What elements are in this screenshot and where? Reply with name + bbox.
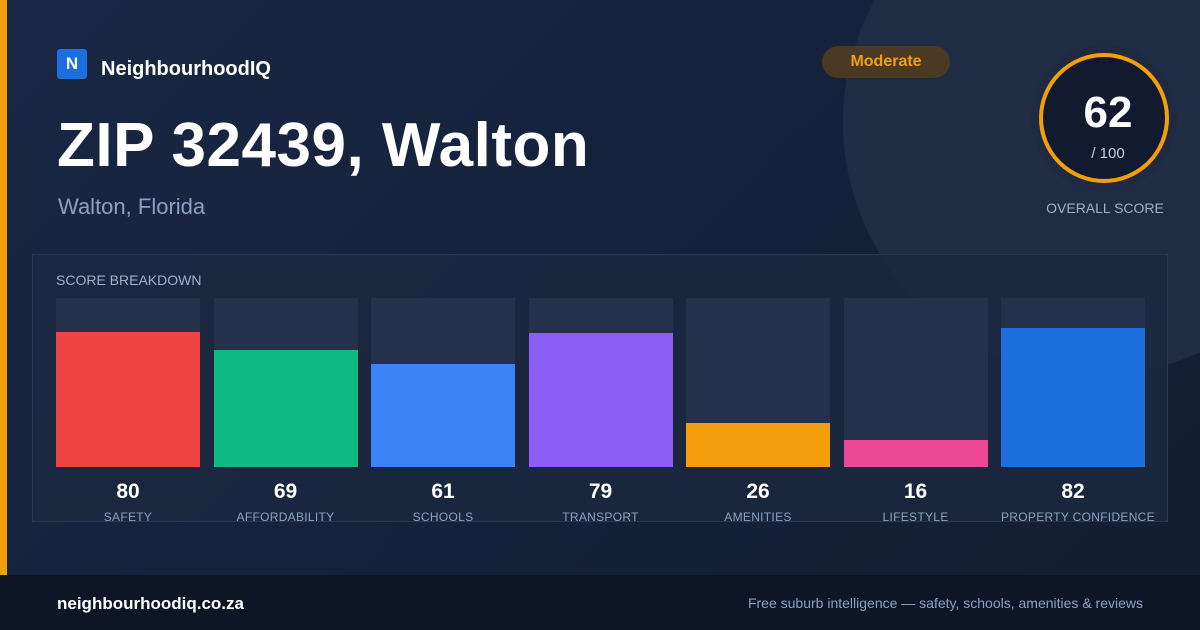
- bar-track: [371, 298, 515, 467]
- bar-fill: [371, 364, 515, 467]
- footer-tagline: Free suburb intelligence — safety, schoo…: [747, 595, 1143, 611]
- bar-value: 79: [588, 480, 613, 503]
- bar-label: AMENITIES: [724, 510, 792, 524]
- bar-fill: [686, 423, 830, 467]
- bar-fill: [213, 350, 358, 467]
- share-card: N NeighbourhoodIQ Moderate ZIP 32439, Wa…: [0, 0, 1200, 575]
- page-title: ZIP 32439, Walton: [57, 111, 590, 180]
- bar-value: 80: [116, 480, 140, 503]
- bar-value: 61: [431, 480, 455, 503]
- bar-label: SAFETY: [103, 510, 153, 524]
- bar-fill: [56, 332, 200, 467]
- brand[interactable]: N NeighbourhoodIQ: [57, 46, 271, 81]
- score-bar-affordability: 69 AFFORDABILITY: [213, 298, 358, 524]
- bar-track: [686, 298, 830, 467]
- score-bar-schools: 61 SCHOOLS: [371, 298, 515, 524]
- score-breakdown-panel: SCORE BREAKDOWN 80 SAFETY 69 AFFORDABILITY 6…: [32, 254, 1168, 524]
- overall-score-caption: OVERALL SCORE: [1046, 200, 1164, 216]
- bar-track: [528, 298, 673, 467]
- score-bar-transport: 79 TRANSPORT: [528, 298, 673, 524]
- bar-value: 82: [1061, 480, 1085, 503]
- score-bar-amenities: 26 AMENITIES: [686, 298, 830, 524]
- rating-badge: Moderate: [822, 46, 950, 78]
- bar-track: [213, 298, 358, 467]
- bar-label: PROPERTY CONFIDENCE: [1001, 510, 1155, 524]
- overall-score-ring: 62 / 100: [1031, 45, 1177, 191]
- bar-label: LIFESTYLE: [882, 510, 949, 524]
- brand-name: NeighbourhoodIQ: [101, 58, 271, 80]
- overall-score-value: 62: [1083, 88, 1133, 137]
- bar-label: TRANSPORT: [562, 510, 639, 524]
- brand-logo-icon: N: [57, 48, 87, 79]
- footer: neighbourhoodiq.co.za Free suburb intell…: [0, 575, 1200, 630]
- bar-track: [1001, 298, 1145, 467]
- overall-score-circle: 62 / 100: [1039, 53, 1169, 183]
- score-bar-property-confidence: 82 PROPERTY CONFIDENCE: [1001, 298, 1155, 524]
- bar-label: AFFORDABILITY: [236, 510, 335, 524]
- bar-fill: [843, 440, 988, 467]
- bar-fill: [528, 333, 673, 467]
- bar-track: [843, 298, 988, 467]
- bar-value: 26: [746, 480, 770, 503]
- location-subtitle: Walton, Florida: [58, 194, 206, 219]
- breakdown-title: SCORE BREAKDOWN: [56, 272, 202, 288]
- accent-bar: [0, 0, 7, 575]
- bar-value: 69: [273, 480, 298, 503]
- bar-value: 16: [903, 480, 928, 503]
- bar-track: [56, 298, 200, 467]
- overall-score-max: / 100: [1091, 145, 1125, 162]
- footer-domain-link[interactable]: neighbourhoodiq.co.za: [57, 594, 244, 613]
- score-bar-lifestyle: 16 LIFESTYLE: [843, 298, 988, 524]
- score-bar-safety: 80 SAFETY: [56, 298, 200, 524]
- bar-fill: [1001, 328, 1145, 467]
- bar-label: SCHOOLS: [412, 510, 474, 524]
